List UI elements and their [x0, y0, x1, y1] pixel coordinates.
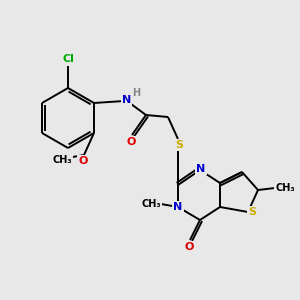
- Text: Cl: Cl: [62, 54, 74, 64]
- Text: N: N: [196, 164, 206, 174]
- Text: CH₃: CH₃: [141, 199, 161, 209]
- Text: N: N: [122, 95, 132, 105]
- Text: CH₃: CH₃: [275, 183, 295, 193]
- Text: N: N: [173, 202, 183, 212]
- Text: S: S: [248, 207, 256, 217]
- Text: O: O: [126, 137, 136, 147]
- Text: H: H: [132, 88, 140, 98]
- Text: O: O: [184, 242, 194, 252]
- Text: O: O: [78, 156, 88, 166]
- Text: S: S: [175, 140, 183, 150]
- Text: CH₃: CH₃: [52, 155, 72, 165]
